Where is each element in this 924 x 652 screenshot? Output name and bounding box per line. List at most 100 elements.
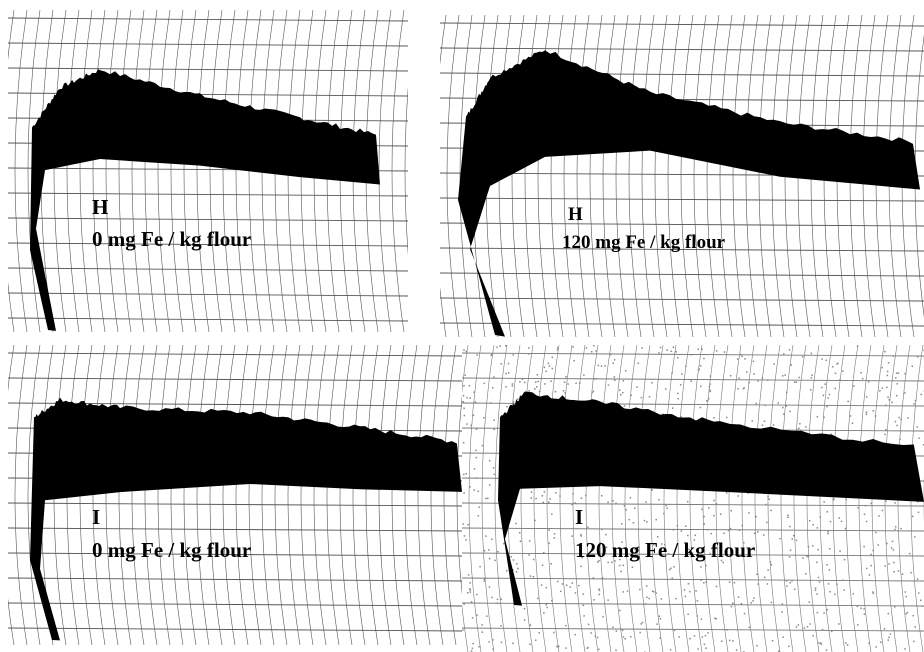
speckle — [716, 503, 718, 505]
grid-line — [80, 10, 92, 332]
speckle — [517, 398, 519, 400]
speckle — [695, 590, 697, 592]
speckle — [471, 650, 473, 652]
speckle — [826, 406, 828, 408]
speckle — [839, 550, 841, 552]
grid-line — [651, 345, 663, 652]
speckle — [661, 598, 663, 600]
speckle — [888, 637, 890, 639]
grid-line — [8, 528, 462, 531]
speckle — [464, 374, 466, 376]
speckle — [646, 521, 648, 523]
speckle — [486, 615, 488, 617]
speckle — [575, 382, 577, 384]
speckle — [473, 391, 475, 393]
speckle — [463, 349, 465, 351]
speckle — [817, 612, 819, 614]
speckle — [796, 626, 798, 628]
speckle — [677, 393, 679, 395]
speckle — [469, 588, 471, 590]
grid-line — [421, 15, 433, 337]
grid-line — [93, 345, 105, 645]
speckle — [802, 557, 804, 559]
speckle — [882, 387, 884, 389]
speckle — [746, 371, 748, 373]
speckle — [734, 582, 736, 584]
grid-line — [2, 10, 14, 332]
speckle — [732, 640, 734, 642]
speckle — [469, 582, 471, 584]
speckle — [555, 391, 557, 393]
panel — [0, 345, 482, 645]
speckle — [489, 460, 491, 462]
speckle — [899, 417, 901, 419]
speckle — [565, 625, 567, 627]
speckle — [807, 626, 809, 628]
speckle — [757, 583, 759, 585]
grid-line — [8, 293, 408, 296]
grid-line — [8, 628, 462, 631]
speckle — [706, 581, 708, 583]
speckle — [488, 641, 490, 643]
speckle — [602, 577, 604, 579]
speckle — [792, 538, 794, 540]
speckle — [497, 599, 499, 601]
speckle — [587, 526, 589, 528]
speckle — [593, 345, 595, 347]
speckle — [916, 426, 918, 428]
speckle — [753, 597, 755, 599]
speckle — [591, 392, 593, 394]
grid-line — [314, 345, 326, 645]
speckle — [476, 594, 478, 596]
panel — [0, 10, 430, 332]
speckle — [479, 566, 481, 568]
speckle — [822, 629, 824, 631]
grid-line — [638, 345, 650, 652]
speckle — [844, 559, 846, 561]
speckle — [607, 501, 609, 503]
speckle — [701, 348, 703, 350]
speckle — [583, 593, 585, 595]
grid-line — [392, 345, 404, 645]
speckle — [557, 646, 559, 648]
speckle — [471, 601, 473, 603]
speckle — [826, 649, 828, 651]
speckle — [673, 346, 675, 348]
grid-line — [106, 345, 118, 645]
speckle — [815, 589, 817, 591]
speckle — [917, 356, 919, 358]
speckle — [484, 383, 486, 385]
speckle — [764, 577, 766, 579]
speckle — [538, 632, 540, 634]
speckle — [574, 634, 576, 636]
speckle — [697, 615, 699, 617]
speckle — [472, 617, 474, 619]
speckle — [543, 612, 545, 614]
speckle — [704, 644, 706, 646]
speckle — [554, 537, 556, 539]
speckle — [614, 380, 616, 382]
panel — [408, 15, 924, 337]
speckle — [680, 416, 682, 418]
speckle — [604, 365, 606, 367]
speckle — [866, 412, 868, 414]
speckle — [885, 429, 887, 431]
speckle — [885, 404, 887, 406]
speckle — [601, 365, 603, 367]
grid-line — [462, 378, 924, 381]
speckle — [508, 372, 510, 374]
grid-line — [8, 268, 408, 271]
speckle — [830, 521, 832, 523]
speckle — [789, 349, 791, 351]
speckle — [887, 371, 889, 373]
speckle — [888, 399, 890, 401]
grid-line — [462, 528, 924, 531]
speckle — [670, 568, 672, 570]
speckle — [820, 516, 822, 518]
speckle — [823, 416, 825, 418]
speckle — [896, 425, 898, 427]
speckle — [701, 618, 703, 620]
speckle — [823, 395, 825, 397]
grid-line — [716, 345, 728, 652]
speckle — [578, 585, 580, 587]
